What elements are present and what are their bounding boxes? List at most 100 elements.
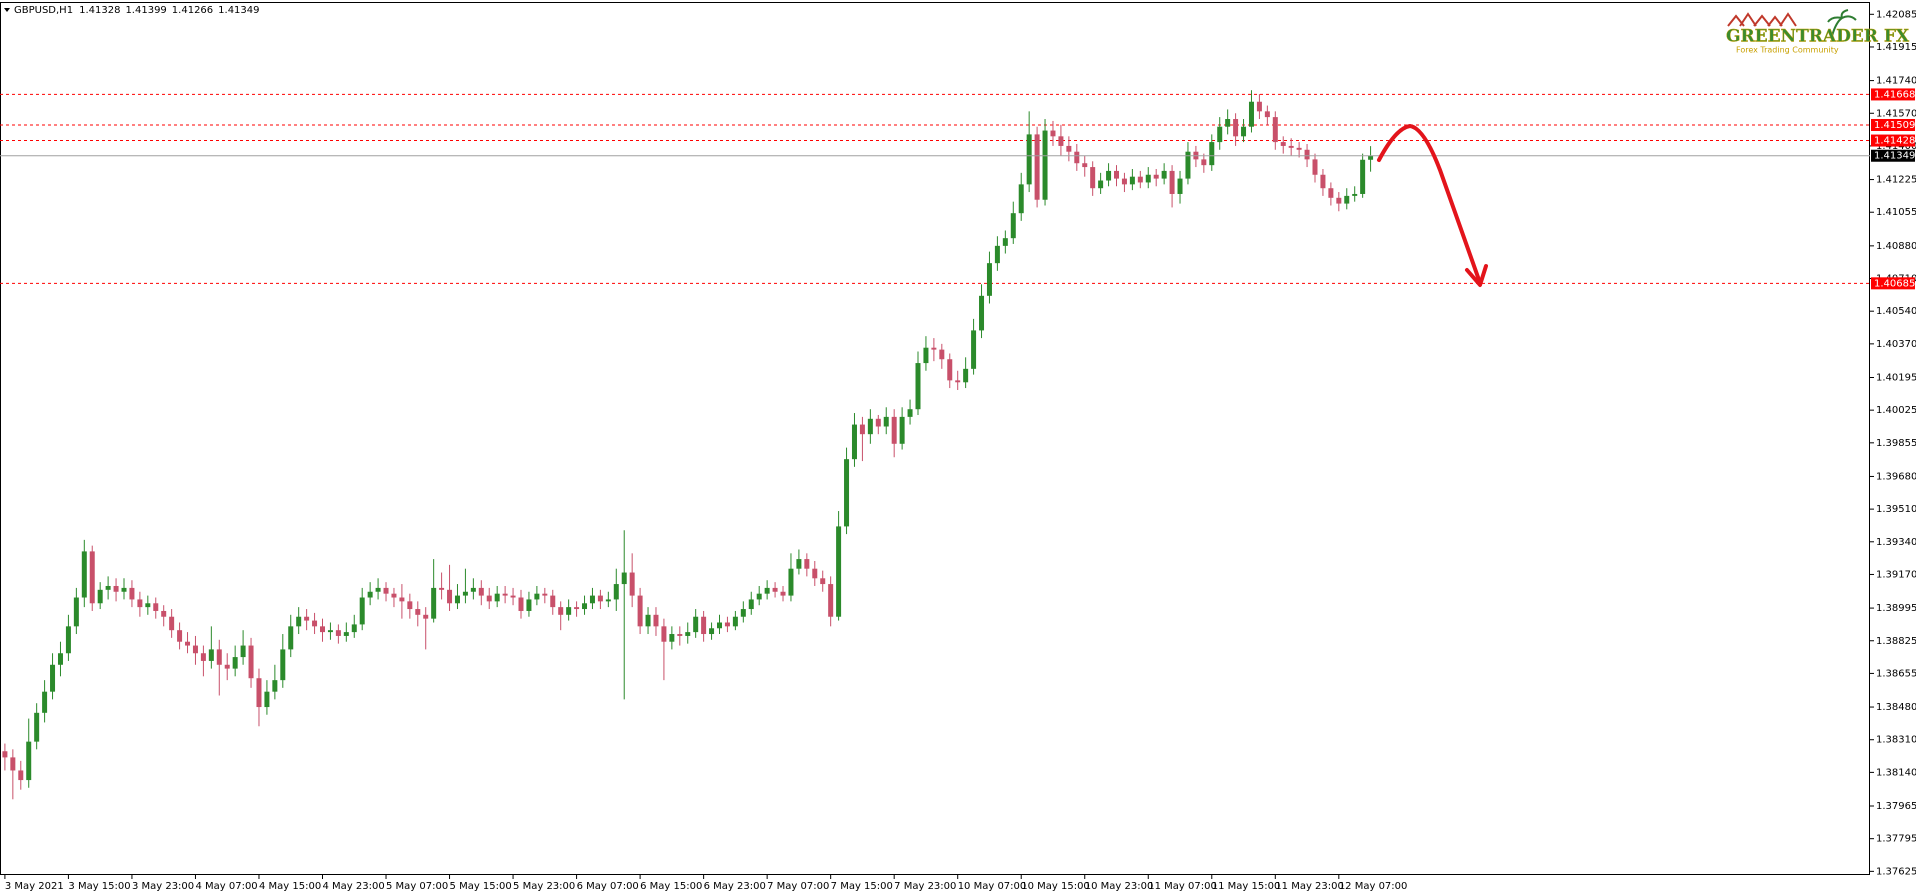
y-tick-label: 1.38655 — [1876, 668, 1916, 679]
candle-body — [26, 741, 32, 781]
y-tick-label: 1.38310 — [1876, 735, 1916, 746]
candle-body — [129, 587, 135, 600]
candle-body — [153, 603, 159, 611]
candle-body — [550, 595, 556, 608]
candle-body — [851, 424, 857, 460]
candle-body — [57, 653, 63, 665]
close: 1.41349 — [218, 5, 259, 16]
y-tick-label: 1.38480 — [1876, 702, 1916, 713]
candle-body — [113, 585, 119, 592]
candle-body — [34, 712, 40, 742]
candle-body — [478, 587, 484, 596]
candle-body — [637, 595, 643, 627]
candle-body — [724, 622, 730, 627]
candle-body — [1209, 142, 1215, 166]
candle-body — [971, 330, 977, 369]
candle-body — [1320, 174, 1326, 189]
candle-body — [1201, 159, 1207, 166]
candle-body — [732, 616, 738, 627]
candle-body — [1145, 174, 1151, 183]
candle-body — [1090, 167, 1096, 189]
candle-body — [407, 601, 413, 610]
y-tick-label: 1.40370 — [1876, 339, 1916, 350]
candle-body — [844, 459, 850, 527]
candle-body — [224, 664, 230, 669]
candle-body — [1304, 149, 1310, 160]
candle-body — [1010, 213, 1016, 239]
candle-body — [542, 593, 548, 596]
logo-roofs — [1727, 12, 1797, 27]
candle-body — [1288, 145, 1294, 148]
y-tick-label: 1.38825 — [1876, 636, 1916, 647]
current-price-box — [1871, 149, 1915, 162]
candle-body — [375, 587, 381, 592]
y-tick-label: 1.37795 — [1876, 834, 1916, 845]
candle-body — [986, 263, 992, 296]
candle-body — [955, 380, 961, 383]
candle-body — [169, 616, 175, 631]
candle-body — [804, 559, 810, 569]
low: 1.41266 — [172, 5, 213, 16]
candle-body — [89, 551, 95, 604]
candle-body — [669, 634, 675, 642]
candle-body — [1344, 195, 1350, 204]
x-tick-label: 4 May 23:00 — [323, 881, 385, 892]
candle-body — [1106, 170, 1112, 181]
candle-body — [1312, 159, 1318, 175]
header: GBPUSD,H1 1.41328 1.41399 1.41266 1.41349 — [4, 5, 260, 16]
candle-body — [621, 572, 627, 585]
candle-body — [994, 245, 1000, 264]
y-tick-label: 1.40540 — [1876, 306, 1916, 317]
logo-palm — [1827, 9, 1857, 37]
x-tick-label: 5 May 15:00 — [450, 881, 512, 892]
candle-body — [788, 568, 794, 596]
candle-body — [462, 591, 468, 596]
x-tick-label: 11 May 07:00 — [1148, 881, 1217, 892]
candle-body — [42, 691, 48, 713]
candle-body — [1368, 155, 1374, 160]
candle-body — [1137, 176, 1143, 183]
y-tick-label: 1.38995 — [1876, 603, 1916, 614]
candle-body — [558, 607, 564, 615]
arrow-head — [1465, 264, 1488, 287]
y-tick-label: 1.40880 — [1876, 241, 1916, 252]
candle-body — [979, 295, 985, 331]
x-tick-label: 11 May 15:00 — [1212, 881, 1281, 892]
candle-body — [1336, 197, 1342, 204]
candle-body — [1272, 117, 1278, 143]
level-label: 1.40685 — [1874, 278, 1915, 289]
candle-body — [304, 616, 310, 621]
candle-body — [756, 593, 762, 600]
logo-title: GREENTRADER FX — [1726, 27, 1910, 47]
x-tick-label: 7 May 07:00 — [767, 881, 829, 892]
candle-body — [1026, 134, 1032, 185]
candle-body — [875, 418, 881, 427]
candle-body — [192, 645, 198, 654]
x-tick-label: 5 May 23:00 — [513, 881, 575, 892]
level-label: 1.41668 — [1874, 89, 1915, 100]
candle-body — [597, 595, 603, 602]
x-tick-label: 6 May 23:00 — [704, 881, 766, 892]
candle-body — [145, 603, 151, 608]
candle-body — [256, 678, 262, 708]
level-label-box — [1871, 134, 1915, 147]
candle-body — [613, 584, 619, 600]
candle-body — [812, 568, 818, 579]
y-tick-label: 1.37625 — [1876, 866, 1916, 877]
candle-body — [796, 559, 802, 569]
candle-body — [740, 609, 746, 617]
x-tick-label: 6 May 15:00 — [640, 881, 702, 892]
candle-body — [764, 587, 770, 594]
candle-body — [566, 607, 572, 615]
candle-body — [121, 587, 127, 592]
candle-body — [1241, 126, 1247, 137]
candle-body — [327, 630, 333, 633]
candle-body — [10, 757, 16, 771]
candle-body — [772, 587, 778, 592]
x-tick-label: 11 May 23:00 — [1275, 881, 1344, 892]
candle-body — [1058, 136, 1064, 146]
candle-body — [685, 632, 691, 636]
logo: GREENTRADER FX Forex Trading Community — [1726, 9, 1910, 55]
candle-body — [240, 645, 246, 658]
candle-body — [883, 416, 889, 427]
